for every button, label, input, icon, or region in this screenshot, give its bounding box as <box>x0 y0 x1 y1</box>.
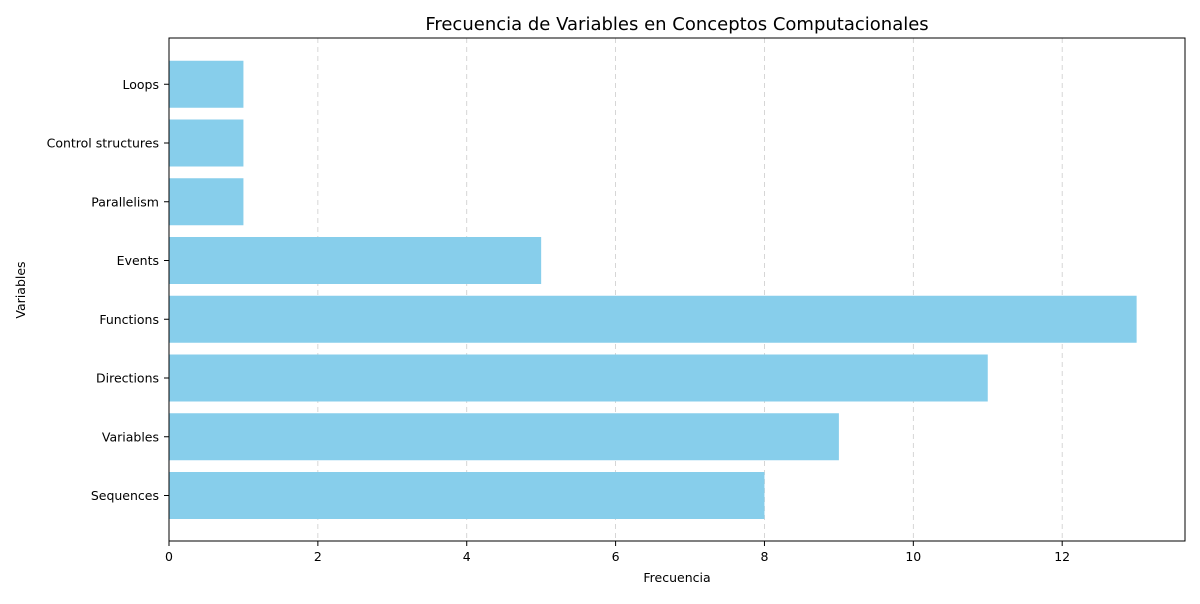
y-tick-label: Variables <box>102 429 159 444</box>
y-tick-label: Sequences <box>91 488 159 503</box>
y-axis-label: Variables <box>13 261 28 318</box>
y-tick-layer: Sequences Variables Directions Functions Eve… <box>47 77 169 503</box>
bar-variables <box>169 413 839 461</box>
x-tick-label: 10 <box>905 549 921 564</box>
bar-sequences <box>169 472 765 519</box>
y-tick-label: Loops <box>123 77 160 92</box>
bar-layer <box>169 60 1137 519</box>
bar-parallelism <box>169 178 244 226</box>
x-tick-label: 0 <box>165 549 173 564</box>
x-tick-label: 6 <box>612 549 620 564</box>
x-axis-label: Frecuencia <box>643 570 710 585</box>
grid-layer <box>168 38 1063 541</box>
y-tick-label: Functions <box>99 312 159 327</box>
x-tick-label: 12 <box>1054 549 1070 564</box>
x-tick-label: 4 <box>463 549 471 564</box>
x-tick-label: 8 <box>760 549 768 564</box>
bar-control-structures <box>169 119 244 167</box>
y-tick-label: Directions <box>96 371 159 386</box>
x-tick-label: 2 <box>314 549 322 564</box>
x-tick-layer: 0 2 4 6 8 10 12 <box>165 541 1070 564</box>
bar-directions <box>169 354 988 402</box>
bar-functions <box>169 295 1137 343</box>
plot-frame <box>168 37 1186 542</box>
bar-loops <box>169 60 244 108</box>
y-tick-label: Events <box>117 253 159 268</box>
y-tick-label: Control structures <box>47 136 159 151</box>
bar-events <box>169 237 542 284</box>
y-tick-label: Parallelism <box>91 194 159 209</box>
chart-title: Frecuencia de Variables en Conceptos Com… <box>425 14 928 35</box>
